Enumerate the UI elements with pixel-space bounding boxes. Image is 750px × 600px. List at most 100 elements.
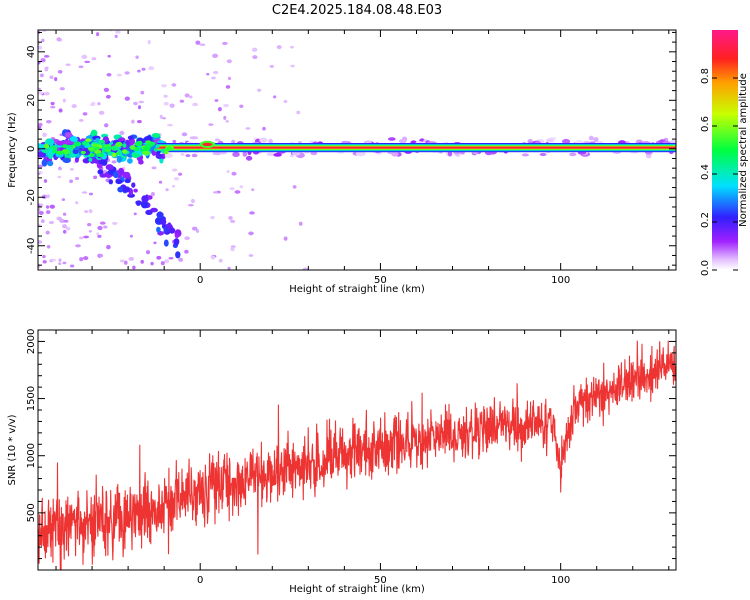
snr-marks: [38, 340, 676, 570]
spectrogram-marks: [38, 30, 676, 270]
spectrogram-speckle: [105, 94, 111, 99]
spectrogram-halo-blob: [232, 151, 240, 157]
spectrogram-speckle: [214, 99, 219, 102]
spectrogram-fleck: [142, 150, 150, 156]
spectrogram-main-line: [156, 146, 676, 149]
spectrogram-speckle: [79, 257, 84, 262]
spectrogram-speckle: [283, 99, 288, 104]
spectrogram-speckle: [167, 123, 173, 127]
spectrogram-speckle: [88, 192, 94, 196]
spectrogram-speckle: [78, 65, 84, 69]
spectrogram-speckle: [173, 177, 180, 181]
spectrogram-halo-blob: [447, 151, 453, 157]
spectrogram-speckle: [45, 230, 50, 235]
spectrogram-speckle: [39, 73, 44, 78]
spectrogram-trail-blob: [141, 195, 149, 203]
spectrogram-speckle: [208, 123, 214, 126]
spectrogram-speckle: [103, 123, 109, 128]
spectrogram-speckle: [45, 210, 51, 215]
spectrogram-speckle: [111, 160, 117, 164]
y-tick-label: 2000: [26, 329, 37, 354]
spectrogram-speckle: [169, 103, 175, 108]
colorbar-ticks: 0.0 0.2 0.4 0.6 0.8: [700, 68, 738, 276]
spectrogram-fleck: [142, 146, 151, 152]
colorbar-tick-label: 0.8: [700, 68, 711, 84]
spectrogram-band-blob: [127, 158, 133, 164]
spectrogram-speckle: [217, 107, 222, 112]
spectrogram-speckle: [225, 120, 229, 123]
spectrogram-band-blob: [138, 159, 144, 165]
spectrogram-speckle: [106, 244, 111, 250]
spectrogram-fleck: [115, 152, 120, 156]
spectrogram-speckle: [213, 70, 219, 75]
spectrogram-speckle: [171, 168, 178, 172]
spectrogram-fleck: [94, 146, 100, 150]
spectrogram-speckle: [38, 45, 43, 50]
spectrogram-speckle: [119, 130, 125, 135]
spectrogram-speckle: [180, 153, 185, 156]
spectrogram-halo-blob: [214, 138, 221, 142]
spectrogram-speckle: [38, 164, 43, 168]
spectrogram-speckle: [195, 40, 201, 45]
spectrogram-speckle: [292, 185, 297, 189]
spectrogram-fleck: [160, 148, 165, 154]
spectrogram-speckle: [63, 219, 69, 223]
spectrogram-band-blob: [72, 148, 79, 155]
spectrogram-fleck: [122, 143, 127, 148]
spectrogram-halo-blob: [387, 137, 396, 141]
spectrogram-speckle: [109, 30, 113, 32]
spectrogram-speckle: [153, 241, 157, 245]
spectrogram-halo-blob: [259, 137, 268, 143]
spectrogram-fleck: [43, 143, 50, 149]
spectrogram-speckle: [150, 261, 154, 266]
spectrogram-speckle: [228, 216, 233, 220]
spectrogram-trail-blob: [99, 173, 107, 178]
spectrogram-fleck: [94, 149, 102, 155]
spectrogram-speckle: [290, 64, 295, 68]
spectrogram-speckle: [88, 230, 93, 233]
spectrogram-speckle: [225, 85, 231, 89]
spectrogram-speckle: [230, 219, 236, 223]
spectrogram-speckle: [229, 187, 235, 191]
spectrogram-speckle: [248, 254, 254, 257]
spectrogram-speckle: [184, 93, 190, 98]
spectrogram-speckle: [262, 126, 266, 131]
spectrogram-speckle: [140, 259, 144, 264]
spectrogram-speckle: [163, 101, 169, 106]
spectrogram-speckle: [162, 116, 166, 120]
spectrogram-fleck: [85, 138, 92, 142]
spectrogram-fleck: [133, 153, 140, 159]
spectrogram-speckle: [38, 172, 41, 176]
y-tick-label: 0: [26, 146, 37, 152]
spectrogram-speckle: [138, 100, 145, 104]
spectrogram-trail-blob: [113, 171, 119, 179]
spectrogram-speckle: [106, 73, 112, 77]
spectrogram-speckle: [252, 55, 258, 60]
spectrogram-speckle: [58, 166, 62, 170]
spectrogram-speckle: [124, 96, 130, 101]
spectrogram-speckle: [91, 57, 97, 61]
spectrogram-speckle: [41, 38, 45, 43]
spectrogram-speckle: [49, 204, 56, 209]
spectrogram-trail-blob: [115, 179, 123, 185]
spectrogram-trail-blob: [163, 226, 168, 234]
snr-series-line: [38, 340, 676, 570]
spectrogram-speckle: [103, 225, 108, 229]
spectrogram-speckle: [96, 32, 100, 37]
spectrogram-band-blob: [41, 159, 48, 167]
spectrogram-speckle: [290, 45, 294, 49]
spectrogram-speckle: [223, 103, 229, 108]
snr-axes: 0 50 100 500 1000 1500 2000: [26, 329, 676, 586]
spectrogram-speckle: [137, 69, 141, 73]
spectrogram-speckle: [206, 72, 210, 76]
spectrogram-speckle: [239, 104, 244, 109]
spectrogram-speckle: [161, 84, 167, 88]
spectrogram-speckle: [179, 99, 185, 103]
x-tick-label: 50: [374, 275, 387, 286]
spectrogram-speckle: [48, 221, 55, 224]
spectrogram-speckle: [61, 198, 66, 201]
spectrogram-speckle: [111, 221, 118, 225]
figure-title: C2E4.2025.184.08.48.E03: [272, 3, 442, 18]
spectrogram-speckle: [38, 210, 44, 215]
spectrogram-speckle: [168, 256, 174, 260]
